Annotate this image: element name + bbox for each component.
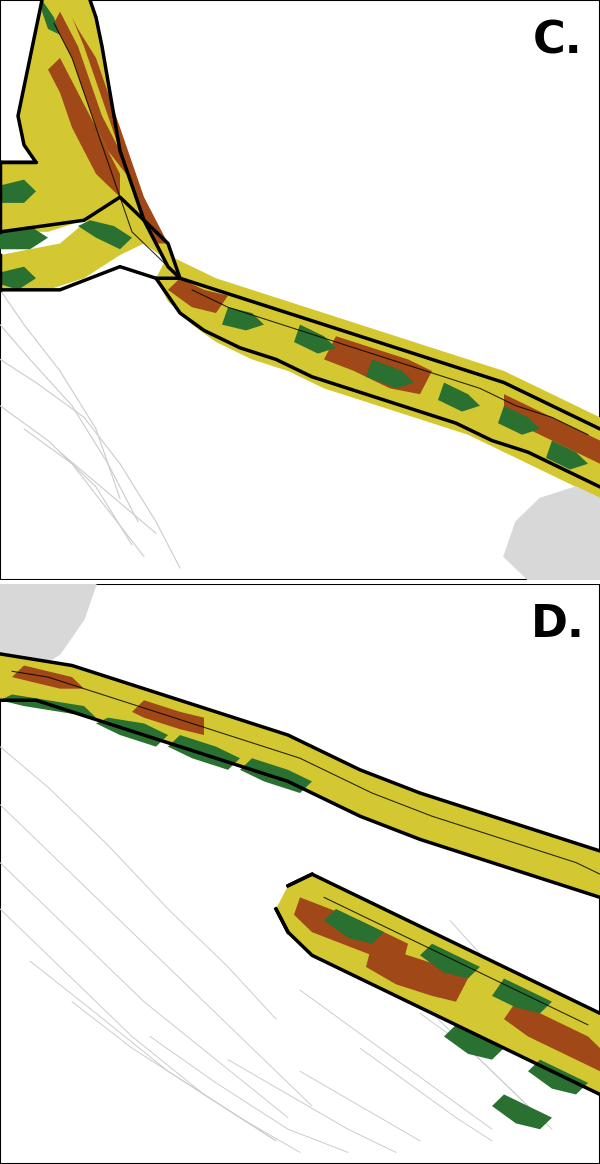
Polygon shape	[324, 336, 432, 395]
Polygon shape	[132, 701, 204, 734]
Polygon shape	[504, 1002, 600, 1071]
Polygon shape	[72, 17, 168, 243]
Polygon shape	[0, 695, 96, 718]
Polygon shape	[0, 267, 36, 290]
Polygon shape	[222, 307, 264, 331]
Polygon shape	[276, 874, 600, 1094]
Polygon shape	[96, 718, 168, 746]
Polygon shape	[492, 1094, 552, 1129]
Polygon shape	[420, 944, 480, 979]
Polygon shape	[168, 734, 240, 769]
Polygon shape	[498, 406, 540, 435]
Polygon shape	[156, 255, 600, 498]
Polygon shape	[366, 360, 414, 389]
Polygon shape	[504, 487, 600, 580]
Polygon shape	[324, 909, 384, 944]
Polygon shape	[528, 1059, 588, 1094]
Polygon shape	[0, 0, 180, 290]
Polygon shape	[294, 897, 408, 967]
Polygon shape	[444, 1024, 504, 1059]
Polygon shape	[438, 383, 480, 412]
Text: C.: C.	[533, 19, 583, 62]
Polygon shape	[504, 395, 600, 463]
Polygon shape	[492, 979, 552, 1014]
Polygon shape	[42, 0, 60, 35]
Polygon shape	[12, 666, 84, 689]
Polygon shape	[294, 325, 336, 354]
Text: D.: D.	[531, 603, 585, 646]
Polygon shape	[240, 758, 312, 793]
Polygon shape	[48, 58, 120, 197]
Polygon shape	[366, 944, 468, 1002]
Polygon shape	[0, 584, 96, 689]
Polygon shape	[0, 179, 36, 203]
Polygon shape	[78, 220, 132, 249]
Polygon shape	[0, 226, 48, 249]
Polygon shape	[546, 440, 588, 469]
Polygon shape	[168, 278, 228, 313]
Polygon shape	[54, 12, 132, 173]
Polygon shape	[0, 654, 600, 897]
